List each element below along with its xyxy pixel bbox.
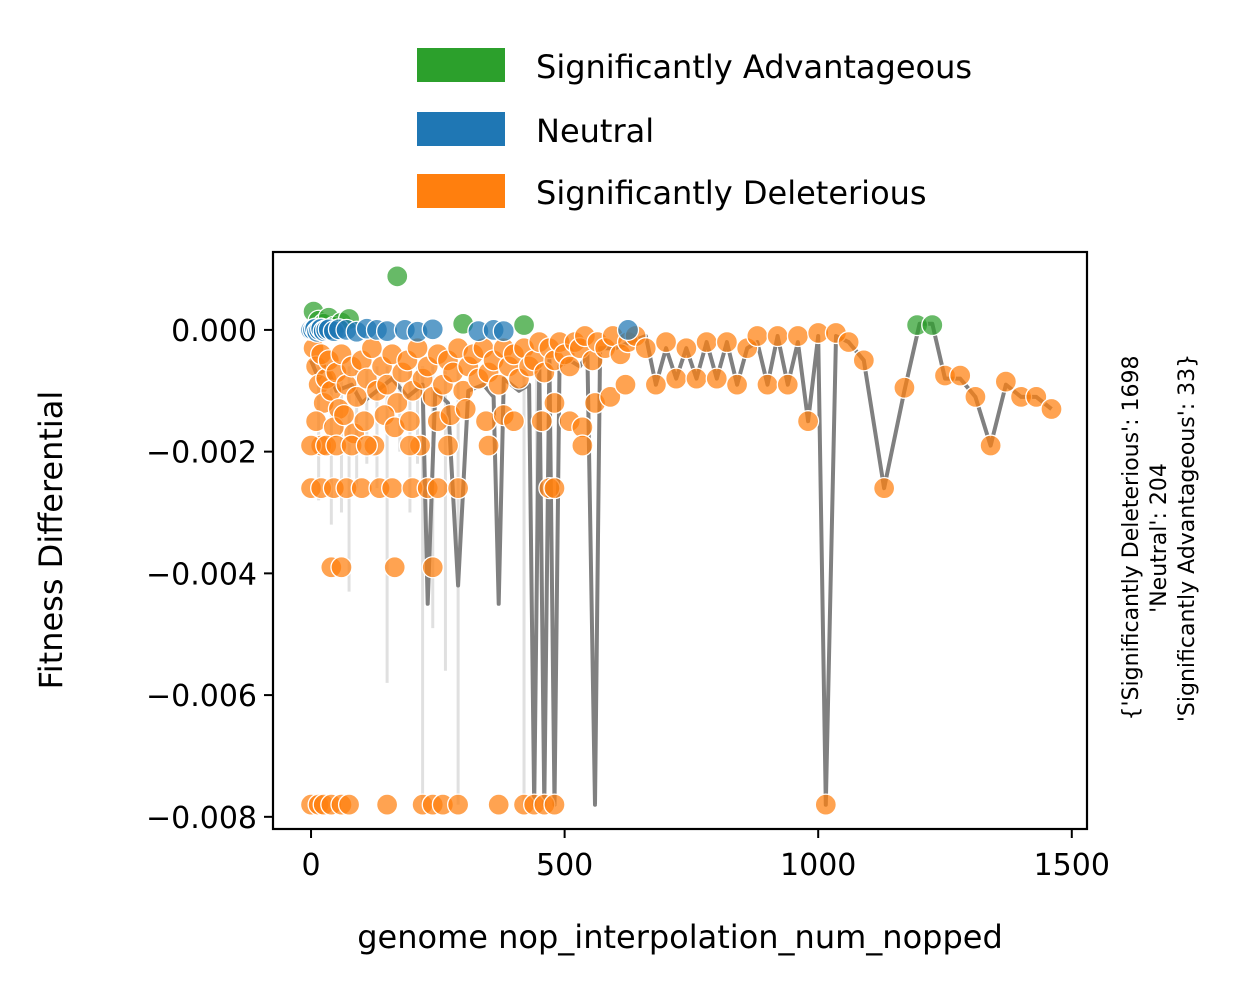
point-significantly-deleterious — [766, 324, 789, 348]
point-significantly-deleterious — [1040, 397, 1063, 421]
point-significantly-deleterious — [872, 477, 896, 500]
x-axis-label: genome nop_interpolation_num_nopped — [357, 918, 1003, 956]
point-significantly-deleterious — [398, 410, 422, 433]
point-significantly-deleterious — [487, 373, 510, 396]
legend-swatch-deleterious — [417, 174, 505, 208]
point-significantly-deleterious — [398, 434, 422, 457]
point-significantly-deleterious — [634, 337, 657, 360]
y-tick-label: 0.000 — [171, 314, 257, 349]
point-significantly-deleterious — [979, 434, 1002, 457]
point-significantly-deleterious — [746, 324, 769, 348]
point-significantly-deleterious — [796, 410, 820, 433]
legend-swatch-advantageous — [417, 48, 505, 82]
point-significantly-deleterious — [644, 373, 668, 396]
point-significantly-deleterious — [345, 385, 368, 409]
point-significantly-deleterious — [530, 410, 553, 433]
point-significantly-deleterious — [383, 556, 406, 579]
point-significantly-deleterious — [685, 367, 708, 390]
x-tick-label: 1500 — [1034, 848, 1110, 883]
counts-line-advantageous: 'Significantly Advantageous': 33} — [1175, 354, 1200, 722]
point-neutral — [492, 319, 515, 343]
legend-label-advantageous: Significantly Advantageous — [536, 48, 972, 86]
point-significantly-deleterious — [776, 373, 799, 396]
point-significantly-deleterious — [353, 410, 376, 433]
y-tick-label: −0.004 — [146, 557, 257, 592]
point-significantly-deleterious — [436, 434, 460, 457]
point-significantly-deleterious — [477, 434, 500, 457]
point-significantly-deleterious — [446, 793, 470, 816]
point-significantly-deleterious — [837, 330, 860, 354]
point-significantly-deleterious — [421, 556, 444, 579]
point-significantly-deleterious — [330, 556, 353, 579]
legend-swatch-neutral — [417, 112, 505, 146]
y-tick-label: −0.008 — [146, 801, 257, 836]
point-significantly-deleterious — [705, 367, 728, 390]
plot-frame — [271, 250, 1089, 831]
point-significantly-deleterious — [487, 793, 510, 816]
point-significantly-deleterious — [502, 410, 526, 433]
point-significantly-deleterious — [543, 793, 566, 816]
point-significantly-deleterious — [852, 349, 875, 372]
data-points — [299, 265, 1063, 816]
point-significantly-deleterious — [599, 385, 622, 409]
counts-line-neutral: 'Neutral': 204 — [1147, 463, 1172, 613]
point-significantly-deleterious — [375, 373, 399, 396]
point-significantly-deleterious — [675, 337, 698, 360]
legend-label-neutral: Neutral — [536, 112, 654, 150]
y-axis: 0.000 −0.002 −0.004 −0.006 −0.008 — [146, 314, 273, 836]
counts-line-deleterious: {'Significantly Deleterious': 1698 — [1119, 355, 1144, 720]
point-significantly-deleterious — [964, 385, 987, 409]
point-significantly-deleterious — [665, 367, 688, 390]
point-significantly-deleterious — [949, 364, 972, 387]
x-tick-label: 1000 — [780, 848, 856, 883]
y-axis-label: Fitness Differential — [32, 391, 70, 690]
point-significantly-deleterious — [332, 403, 356, 427]
point-significantly-deleterious — [695, 330, 718, 354]
point-significantly-deleterious — [994, 370, 1018, 393]
y-tick-label: −0.006 — [146, 679, 257, 714]
point-significantly-deleterious — [381, 477, 404, 500]
point-significantly-advantageous — [512, 313, 536, 337]
point-significantly-deleterious — [337, 793, 361, 816]
point-significantly-deleterious — [756, 373, 779, 396]
point-significantly-deleterious — [446, 477, 470, 500]
point-significantly-deleterious — [571, 434, 594, 457]
point-significantly-deleterious — [454, 397, 477, 421]
point-significantly-deleterious — [558, 355, 581, 378]
point-significantly-deleterious — [654, 330, 678, 354]
point-significantly-deleterious — [543, 391, 566, 415]
y-tick-label: −0.002 — [146, 436, 257, 471]
point-significantly-deleterious — [893, 376, 916, 399]
point-significantly-advantageous — [386, 265, 409, 288]
x-axis: 0 500 1000 1500 — [301, 829, 1110, 883]
x-tick-label: 500 — [536, 848, 593, 883]
point-significantly-deleterious — [355, 434, 378, 457]
plot-marks — [299, 265, 1063, 816]
counts-annotation: {'Significantly Deleterious': 1698 'Neut… — [1119, 354, 1200, 722]
point-significantly-deleterious — [814, 793, 837, 816]
point-significantly-advantageous — [921, 313, 944, 337]
point-significantly-deleterious — [375, 793, 399, 816]
point-neutral — [421, 318, 444, 341]
legend-label-deleterious: Significantly Deleterious — [536, 174, 927, 212]
point-significantly-deleterious — [426, 477, 449, 500]
point-significantly-deleterious — [725, 373, 749, 396]
point-significantly-deleterious — [543, 477, 566, 500]
point-significantly-deleterious — [786, 324, 810, 348]
point-significantly-deleterious — [614, 373, 637, 396]
legend: Significantly Advantageous Neutral Signi… — [417, 48, 972, 212]
point-significantly-deleterious — [1025, 385, 1048, 409]
point-neutral — [616, 318, 640, 342]
point-significantly-deleterious — [715, 330, 739, 354]
x-tick-label: 0 — [301, 848, 320, 883]
